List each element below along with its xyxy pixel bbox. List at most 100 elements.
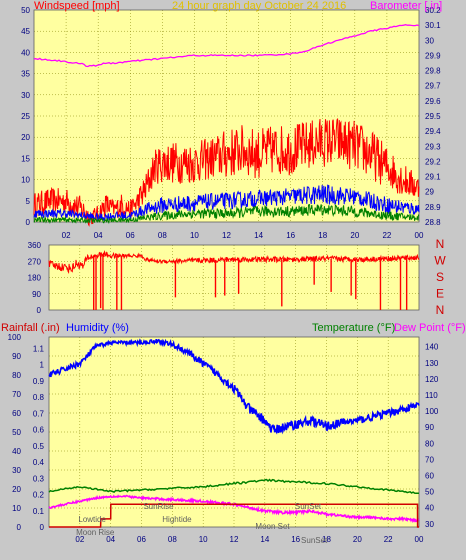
barometer-tick: 29.7 xyxy=(425,82,441,91)
direction-tick: 90 xyxy=(32,290,41,299)
direction-tick: 360 xyxy=(28,241,42,250)
rainfall-tick: 0.5 xyxy=(33,442,45,451)
time-tick: 04 xyxy=(94,231,103,240)
rainfall-tick: 0 xyxy=(40,523,45,532)
barometer-label: Barometer [.in] xyxy=(370,0,442,12)
time-tick: 08 xyxy=(158,231,167,240)
barometer-tick: 30 xyxy=(425,36,434,45)
temperature-tick: 60 xyxy=(425,471,434,480)
barometer-tick: 29.9 xyxy=(425,51,441,60)
rainfall-tick: 0.2 xyxy=(33,491,45,500)
plot-frame xyxy=(48,336,420,528)
annotation-label: Moon Set xyxy=(255,522,290,531)
wind-gust-line xyxy=(33,118,420,227)
time-tick: 08 xyxy=(168,535,177,544)
temperature-tick: 80 xyxy=(425,439,434,448)
direction-tick: 180 xyxy=(28,274,42,283)
windspeed-tick: 30 xyxy=(21,91,30,100)
rainfall-tick: 0.3 xyxy=(33,474,45,483)
humidity-tick: 100 xyxy=(8,333,22,342)
windspeed-tick: 20 xyxy=(21,133,30,142)
time-tick: 18 xyxy=(318,231,327,240)
time-tick: 22 xyxy=(384,535,393,544)
time-tick: 10 xyxy=(190,231,199,240)
barometer-tick: 28.9 xyxy=(425,203,441,212)
barometer-tick: 29 xyxy=(425,188,434,197)
barometer-line xyxy=(33,24,420,68)
annotation-label: Hightide xyxy=(162,515,192,524)
rainfall-tick: 0.6 xyxy=(33,426,45,435)
windspeed-axis-ticks: 0 5 10 15 20 25 30 35 40 45 50 xyxy=(21,6,30,227)
temperature-tick: 40 xyxy=(425,504,434,513)
wind-direction-line xyxy=(48,250,420,274)
wind-time-axis-ticks: 02 04 06 08 10 12 14 16 18 20 22 00 xyxy=(62,231,424,240)
temperature-tick: 100 xyxy=(425,407,439,416)
windspeed-tick: 5 xyxy=(26,197,31,206)
humidity-tick: 30 xyxy=(12,466,21,475)
time-tick: 04 xyxy=(106,535,115,544)
time-tick: 00 xyxy=(415,231,424,240)
compass-letter: W xyxy=(434,254,446,268)
humidity-axis-ticks: 0 10 20 30 40 50 60 70 80 90 100 xyxy=(8,333,22,532)
time-tick: 12 xyxy=(222,231,231,240)
rainfall-line xyxy=(49,503,419,528)
windspeed-tick: 15 xyxy=(21,154,30,163)
climate-plot-area xyxy=(49,337,419,527)
barometer-tick: 29.5 xyxy=(425,112,441,121)
humidity-line xyxy=(48,338,420,435)
chart-title: 24 hour graph day October 24 2016 xyxy=(172,0,346,12)
time-tick: 16 xyxy=(291,535,300,544)
wind-direction-series xyxy=(48,250,420,310)
humidity-tick: 40 xyxy=(12,447,21,456)
rainfall-tick: 0.7 xyxy=(33,409,45,418)
windspeed-tick: 10 xyxy=(21,176,30,185)
temperature-tick: 140 xyxy=(425,343,439,352)
temperature-axis-ticks: 30 40 50 60 70 80 90 100 110 120 130 140 xyxy=(425,343,439,529)
windspeed-label: Windspeed [mph] xyxy=(34,0,120,12)
barometer-tick: 29.3 xyxy=(425,142,441,151)
rainfall-tick: 1 xyxy=(40,361,45,370)
humidity-tick: 0 xyxy=(17,523,22,532)
time-tick: 20 xyxy=(353,535,362,544)
compass-letter: N xyxy=(436,237,445,251)
rainfall-tick: 0.4 xyxy=(33,458,45,467)
time-tick: 02 xyxy=(62,231,71,240)
humidity-tick: 80 xyxy=(12,371,21,380)
barometer-axis-ticks: 28.8 28.9 29 29.1 29.2 29.3 29.4 29.5 29.6 29.7 29… xyxy=(425,6,441,227)
barometer-tick: 28.8 xyxy=(425,218,441,227)
wind-baro-series xyxy=(33,24,420,227)
time-tick: 14 xyxy=(254,231,263,240)
annotation-label: SunRise xyxy=(143,502,174,511)
barometer-tick: 29.4 xyxy=(425,127,441,136)
direction-tick: 270 xyxy=(28,257,42,266)
humidity-tick: 10 xyxy=(12,504,21,513)
climate-grid xyxy=(48,336,420,528)
direction-tick: 0 xyxy=(37,306,42,315)
climate-time-axis-ticks: 02 04 06 08 10 12 14 16 18 20 22 00 xyxy=(75,535,424,544)
rainfall-tick: 1.1 xyxy=(33,344,45,353)
barometer-tick: 29.8 xyxy=(425,67,441,76)
time-tick: 02 xyxy=(75,535,84,544)
barometer-tick: 29.6 xyxy=(425,97,441,106)
temperature-tick: 110 xyxy=(425,391,438,400)
wind-baro-grid xyxy=(33,9,420,223)
temperature-tick: 50 xyxy=(425,488,434,497)
annotation-label: Moon Rise xyxy=(76,528,115,537)
barometer-tick: 29.2 xyxy=(425,157,441,166)
time-tick: 06 xyxy=(137,535,146,544)
windspeed-tick: 0 xyxy=(26,218,31,227)
rainfall-axis-ticks: 0 0.1 0.2 0.3 0.4 0.5 0.6 0.7 0.8 0.9 1 1.1 xyxy=(33,344,45,532)
compass-letter: E xyxy=(436,287,444,301)
time-tick: 10 xyxy=(199,535,208,544)
time-tick: 16 xyxy=(286,231,295,240)
plot-frame xyxy=(33,9,420,223)
temperature-tick: 120 xyxy=(425,375,439,384)
rainfall-tick: 0.1 xyxy=(33,507,45,516)
barometer-tick: 29.1 xyxy=(425,173,441,182)
temperature-label: Temperature (°F) xyxy=(312,322,395,334)
temperature-tick: 90 xyxy=(425,423,434,432)
windspeed-tick: 50 xyxy=(21,6,30,15)
